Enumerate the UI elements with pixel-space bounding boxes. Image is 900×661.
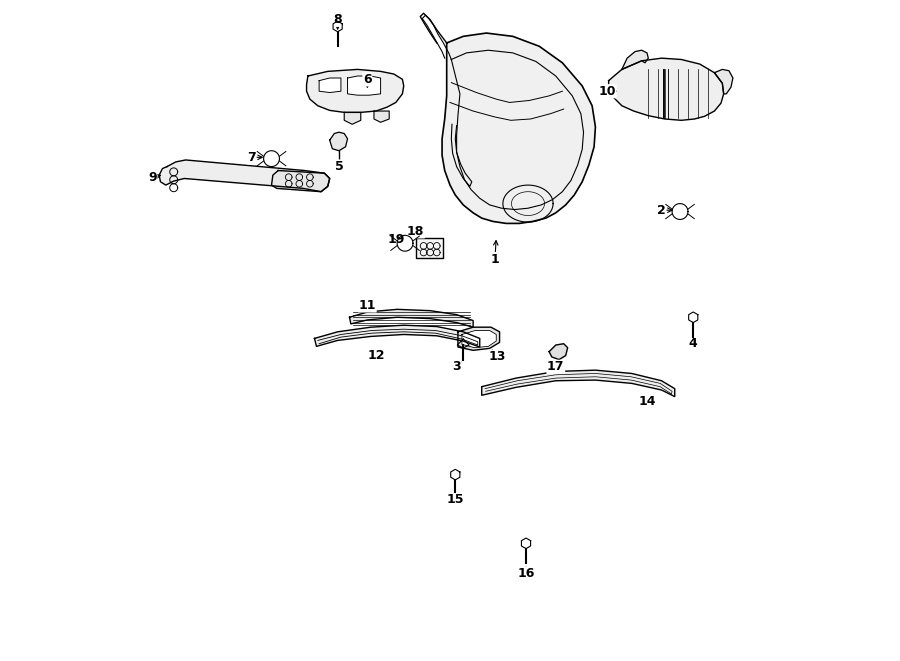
- Polygon shape: [458, 327, 500, 350]
- Text: 11: 11: [358, 299, 376, 312]
- Polygon shape: [608, 58, 724, 120]
- Polygon shape: [159, 160, 329, 192]
- Text: 16: 16: [518, 567, 535, 580]
- Text: 9: 9: [148, 171, 157, 184]
- Text: 19: 19: [387, 233, 404, 246]
- Text: 15: 15: [446, 493, 464, 506]
- Polygon shape: [622, 50, 648, 69]
- Polygon shape: [374, 111, 389, 122]
- Text: 12: 12: [367, 349, 384, 362]
- Polygon shape: [715, 69, 733, 94]
- Text: 14: 14: [638, 395, 656, 408]
- Text: 8: 8: [333, 13, 342, 26]
- Text: 18: 18: [407, 225, 424, 238]
- Polygon shape: [549, 344, 568, 360]
- Text: 1: 1: [491, 253, 500, 266]
- Polygon shape: [688, 312, 698, 323]
- Polygon shape: [442, 33, 596, 223]
- Polygon shape: [307, 69, 404, 112]
- Polygon shape: [347, 76, 381, 95]
- Text: 3: 3: [453, 360, 461, 373]
- Text: 6: 6: [363, 73, 372, 86]
- Text: 13: 13: [489, 350, 507, 364]
- Text: 10: 10: [598, 85, 616, 98]
- Polygon shape: [451, 469, 460, 480]
- Text: 17: 17: [547, 360, 564, 373]
- Polygon shape: [482, 370, 675, 397]
- Text: 5: 5: [335, 160, 343, 173]
- Polygon shape: [333, 21, 342, 32]
- Text: 7: 7: [248, 151, 256, 164]
- Polygon shape: [521, 538, 531, 549]
- Polygon shape: [344, 112, 361, 124]
- Polygon shape: [416, 238, 444, 258]
- Polygon shape: [314, 325, 480, 347]
- Text: 4: 4: [688, 337, 698, 350]
- Polygon shape: [272, 171, 329, 192]
- Polygon shape: [462, 330, 496, 348]
- Polygon shape: [329, 132, 347, 151]
- Polygon shape: [349, 309, 473, 327]
- Polygon shape: [320, 78, 341, 93]
- Text: 2: 2: [657, 204, 666, 217]
